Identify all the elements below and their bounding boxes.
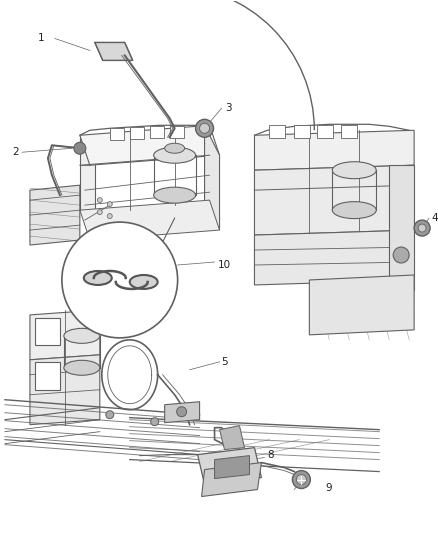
Polygon shape — [30, 310, 100, 360]
Text: 2: 2 — [12, 147, 18, 157]
Polygon shape — [165, 402, 200, 423]
Polygon shape — [219, 426, 244, 450]
Ellipse shape — [64, 328, 100, 343]
Polygon shape — [309, 275, 414, 335]
Circle shape — [74, 142, 86, 154]
Polygon shape — [110, 128, 124, 140]
Text: 8: 8 — [268, 450, 274, 459]
Ellipse shape — [97, 198, 102, 203]
Circle shape — [200, 123, 209, 133]
Text: 9: 9 — [325, 482, 332, 492]
Circle shape — [106, 411, 114, 419]
Polygon shape — [80, 200, 219, 240]
Polygon shape — [130, 127, 144, 139]
Ellipse shape — [130, 275, 158, 289]
Ellipse shape — [332, 201, 376, 219]
Ellipse shape — [107, 214, 112, 219]
Polygon shape — [215, 456, 250, 479]
Text: 10: 10 — [218, 260, 231, 270]
Polygon shape — [35, 362, 60, 390]
Polygon shape — [341, 125, 357, 138]
Circle shape — [177, 407, 187, 417]
Circle shape — [297, 474, 306, 484]
Polygon shape — [170, 126, 184, 138]
Ellipse shape — [165, 143, 184, 153]
Circle shape — [196, 119, 214, 138]
Polygon shape — [318, 125, 333, 138]
Polygon shape — [201, 463, 261, 497]
Polygon shape — [254, 230, 414, 285]
Polygon shape — [30, 355, 100, 425]
Text: 3: 3 — [226, 103, 232, 114]
Polygon shape — [80, 135, 95, 210]
Polygon shape — [95, 43, 133, 60]
Polygon shape — [198, 448, 261, 484]
Polygon shape — [269, 125, 286, 138]
Ellipse shape — [332, 161, 376, 179]
Circle shape — [393, 247, 409, 263]
Text: 1: 1 — [38, 34, 45, 44]
Polygon shape — [150, 126, 164, 138]
Polygon shape — [80, 125, 219, 165]
Circle shape — [151, 418, 159, 426]
Polygon shape — [294, 125, 311, 138]
Ellipse shape — [154, 147, 196, 163]
Circle shape — [418, 224, 426, 232]
Ellipse shape — [84, 271, 112, 285]
Ellipse shape — [64, 360, 100, 375]
Text: 5: 5 — [222, 357, 228, 367]
Polygon shape — [389, 165, 414, 290]
Polygon shape — [205, 125, 219, 230]
Polygon shape — [254, 165, 414, 235]
Circle shape — [62, 222, 178, 338]
Polygon shape — [35, 318, 60, 345]
Polygon shape — [30, 185, 80, 245]
Circle shape — [414, 220, 430, 236]
Ellipse shape — [154, 187, 196, 203]
Text: 4: 4 — [431, 213, 438, 223]
Polygon shape — [254, 130, 414, 170]
Ellipse shape — [107, 201, 112, 207]
Circle shape — [293, 471, 311, 489]
Ellipse shape — [97, 209, 102, 215]
